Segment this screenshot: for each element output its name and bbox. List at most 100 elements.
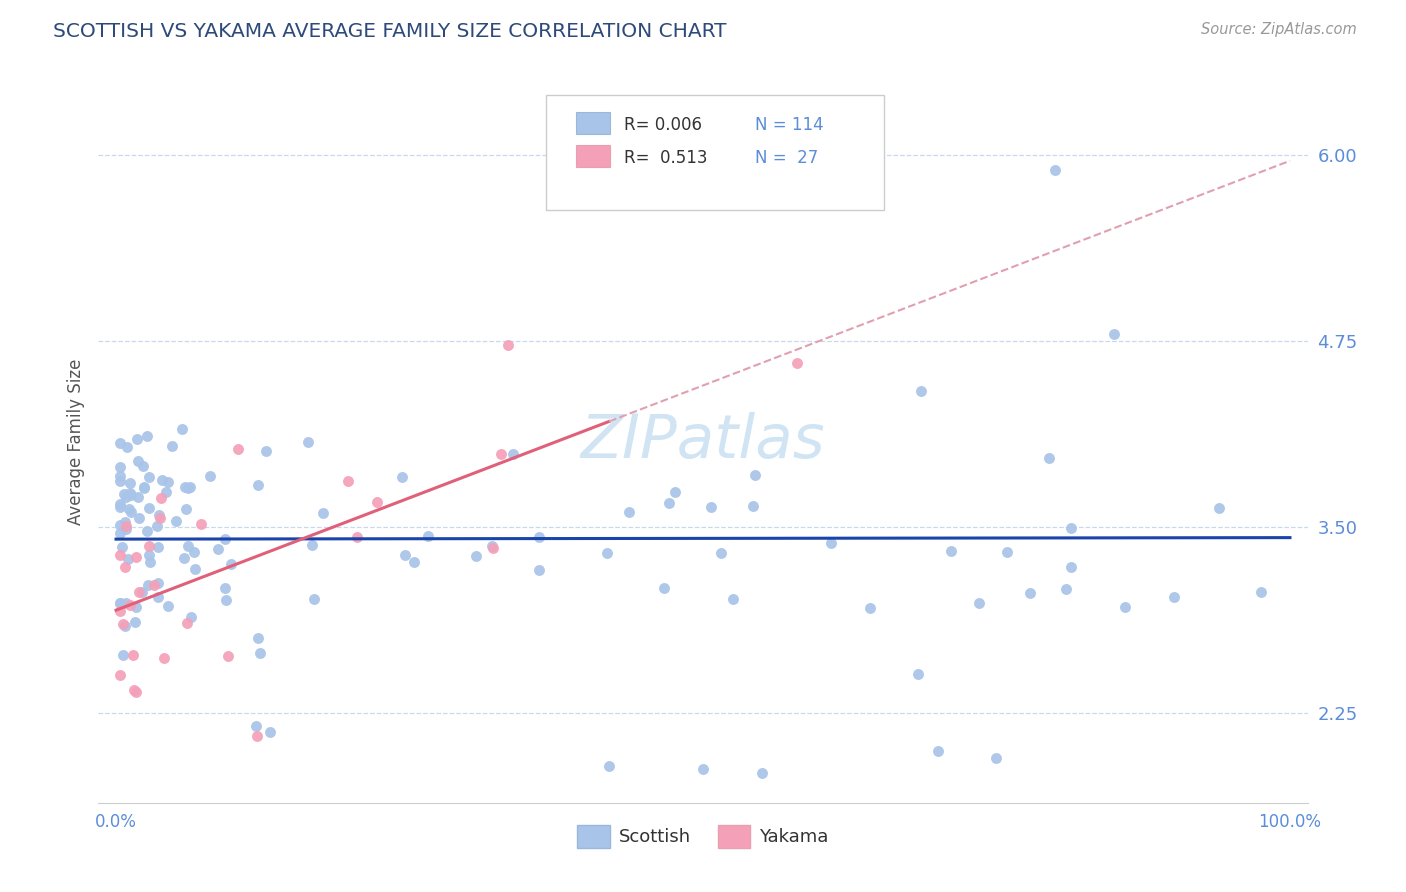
Point [366,495,388,509]
Point [162,439,184,453]
Point [418,529,440,543]
Point [302,591,325,606]
Point [127,490,149,504]
Point [721,592,744,607]
Y-axis label: Average Family Size: Average Family Size [66,359,84,524]
Point [136,578,159,592]
Point [183,562,205,576]
Point [120,476,142,491]
Point [529,530,551,544]
Point [120,505,142,519]
Point [259,724,281,739]
Point [128,511,150,525]
Point [131,584,153,599]
Point [219,558,242,572]
Point [125,549,148,564]
Point [995,545,1018,559]
Point [249,646,271,660]
Point [786,356,808,370]
Text: Source: ZipAtlas.com: Source: ZipAtlas.com [1201,22,1357,37]
Point [120,485,142,500]
Point [927,744,949,758]
Text: SCOTTISH VS YAKAMA AVERAGE FAMILY SIZE CORRELATION CHART: SCOTTISH VS YAKAMA AVERAGE FAMILY SIZE C… [53,22,727,41]
Point [179,479,201,493]
Point [112,616,135,631]
Point [114,516,136,530]
Point [394,548,416,562]
Point [112,487,135,501]
Point [138,469,160,483]
Point [138,501,160,516]
Point [710,546,733,560]
Point [496,338,519,352]
Point [246,631,269,645]
Point [173,550,195,565]
Point [174,479,197,493]
Point [820,536,842,550]
Point [652,581,675,595]
Point [465,549,488,563]
Point [744,468,766,483]
Point [108,517,131,532]
Point [165,514,187,528]
Point [1208,500,1230,515]
Point [910,384,932,398]
Point [1060,521,1083,535]
Point [1043,162,1066,177]
Point [700,500,723,514]
Point [907,667,929,681]
Point [138,548,160,562]
Point [177,539,200,553]
Point [108,526,131,541]
Point [149,511,172,525]
Point [149,491,172,505]
Point [617,505,640,519]
Point [117,501,139,516]
Point [941,544,963,558]
Point [112,648,135,662]
Point [139,555,162,569]
Point [1019,586,1042,600]
Text: ZIPatlas: ZIPatlas [581,412,825,471]
Text: N = 114: N = 114 [755,116,824,134]
Point [1056,582,1078,597]
Point [692,762,714,776]
Point [146,591,169,605]
Point [336,474,359,488]
Point [156,599,179,614]
Point [967,596,990,610]
Point [146,575,169,590]
Point [128,585,150,599]
Point [986,751,1008,765]
Point [124,615,146,629]
Point [246,729,269,743]
Point [124,600,146,615]
Point [312,507,335,521]
Point [247,478,270,492]
Point [132,480,155,494]
Point [245,719,267,733]
Point [122,648,145,662]
Point [751,766,773,780]
Point [664,484,686,499]
Point [120,599,142,613]
Point [180,610,202,624]
Point [598,758,620,772]
Point [1114,599,1136,614]
Point [115,522,138,536]
Point [214,532,236,546]
Point [114,596,136,610]
Point [217,648,239,663]
Point [108,500,131,514]
Point [207,542,229,557]
Point [190,516,212,531]
Bar [576,145,610,167]
Point [108,474,131,488]
Point [115,440,138,454]
Point [142,578,165,592]
Point [183,545,205,559]
Point [138,539,160,553]
Text: R=  0.513: R= 0.513 [624,149,707,167]
Point [108,435,131,450]
Point [742,499,765,513]
